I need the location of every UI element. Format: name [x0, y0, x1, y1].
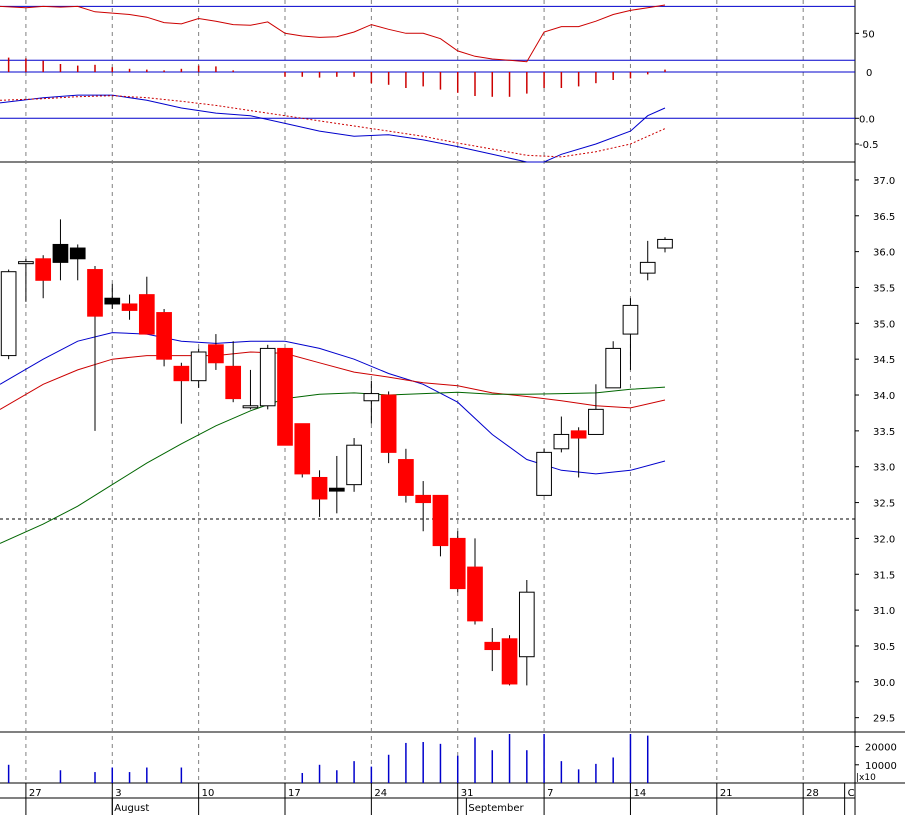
x-day-label: 24 [374, 788, 387, 799]
candle [259, 347, 276, 407]
candle [501, 638, 518, 685]
histogram-panel: 0 [0, 57, 872, 97]
candle [0, 271, 17, 357]
x-day-label: 7 [547, 788, 553, 799]
grid-lines [25, 0, 804, 783]
candle [553, 433, 570, 450]
x-day-label: 27 [29, 788, 42, 799]
candle [605, 347, 622, 389]
price-tick-label: 36.5 [873, 212, 895, 223]
candle [380, 394, 397, 453]
candle [52, 243, 69, 263]
macd-line [0, 94, 666, 163]
price-panel: 29.5 30.0 30.5 31.0 31.5 32.0 32.5 33.0 33.5 34.0… [0, 176, 895, 725]
macd-tick-label: 0.0 [859, 114, 875, 125]
price-tick-label: 32.0 [873, 534, 895, 545]
x-month-label: September [468, 803, 524, 814]
candle [173, 365, 190, 382]
candle [346, 444, 362, 486]
candle [225, 365, 242, 400]
candle [69, 247, 86, 260]
x-day-label: 17 [288, 788, 301, 799]
candle [208, 344, 224, 364]
candle [415, 494, 432, 504]
candle [622, 304, 639, 335]
price-tick-label: 33.0 [873, 463, 895, 474]
price-tick-label: 30.0 [873, 678, 895, 689]
hist-tick-label: 0 [866, 68, 872, 79]
candle [432, 494, 449, 547]
macd-tick-label: -0.5 [859, 140, 879, 151]
x-day-label: 3 [115, 788, 121, 799]
candle [398, 459, 414, 496]
candle [190, 351, 207, 382]
signal-line [0, 95, 666, 158]
macd-panel: 0.0 -0.5 [0, 94, 879, 163]
volume-unit-label: |x10 [856, 773, 876, 783]
axis-labels: 27 3 10 17 24 31 7 14 21 28 C August September [0, 783, 855, 815]
volume-tick-label: 10000 [865, 761, 897, 772]
candle [87, 269, 103, 317]
x-day-label: C [848, 788, 855, 799]
candle [138, 294, 155, 335]
candle [518, 591, 535, 658]
volume-tick-label: 20000 [865, 743, 897, 754]
price-tick-label: 31.0 [873, 606, 895, 617]
price-tick-label: 37.0 [873, 176, 895, 187]
ma_fast-line [0, 332, 666, 475]
candle [328, 487, 345, 492]
x-day-label: 28 [806, 788, 819, 799]
candle [242, 405, 259, 409]
price-tick-label: 30.5 [873, 642, 895, 653]
candle [104, 297, 121, 305]
x-month-label: August [114, 803, 149, 814]
candle [121, 303, 138, 311]
price-tick-label: 35.5 [873, 283, 895, 294]
x-day-label: 14 [633, 788, 646, 799]
price-tick-label: 34.0 [873, 391, 895, 402]
x-day-label: 21 [720, 788, 733, 799]
price-tick-label: 34.5 [873, 355, 895, 366]
candle [18, 261, 34, 265]
price-tick-label: 36.0 [873, 248, 895, 259]
price-tick-label: 31.5 [873, 570, 895, 581]
ma_mid-line [0, 351, 666, 410]
candle [35, 258, 52, 281]
x-day-label: 10 [202, 788, 215, 799]
rsi-line [0, 4, 666, 63]
price-tick-label: 33.5 [873, 427, 895, 438]
volume-panel: 20000 10000|x10 [7, 734, 897, 783]
price-tick-label: 29.5 [873, 714, 895, 725]
candle [484, 641, 501, 651]
candle [449, 537, 466, 590]
ma_slow-line [0, 386, 666, 544]
candle [467, 566, 483, 622]
candle [363, 393, 380, 402]
candle [277, 347, 293, 446]
price-tick-label: 35.0 [873, 319, 895, 330]
candle [311, 476, 328, 500]
price-tick-label: 32.5 [873, 499, 895, 510]
candle [570, 430, 587, 439]
candle [156, 312, 172, 360]
rsi-panel: 50 [0, 4, 875, 63]
x-day-label: 31 [461, 788, 474, 799]
candle [588, 408, 604, 435]
candle [294, 423, 311, 475]
rsi-tick-label: 50 [862, 29, 875, 40]
candle [639, 261, 656, 274]
candle [657, 238, 673, 249]
candle [536, 451, 552, 496]
